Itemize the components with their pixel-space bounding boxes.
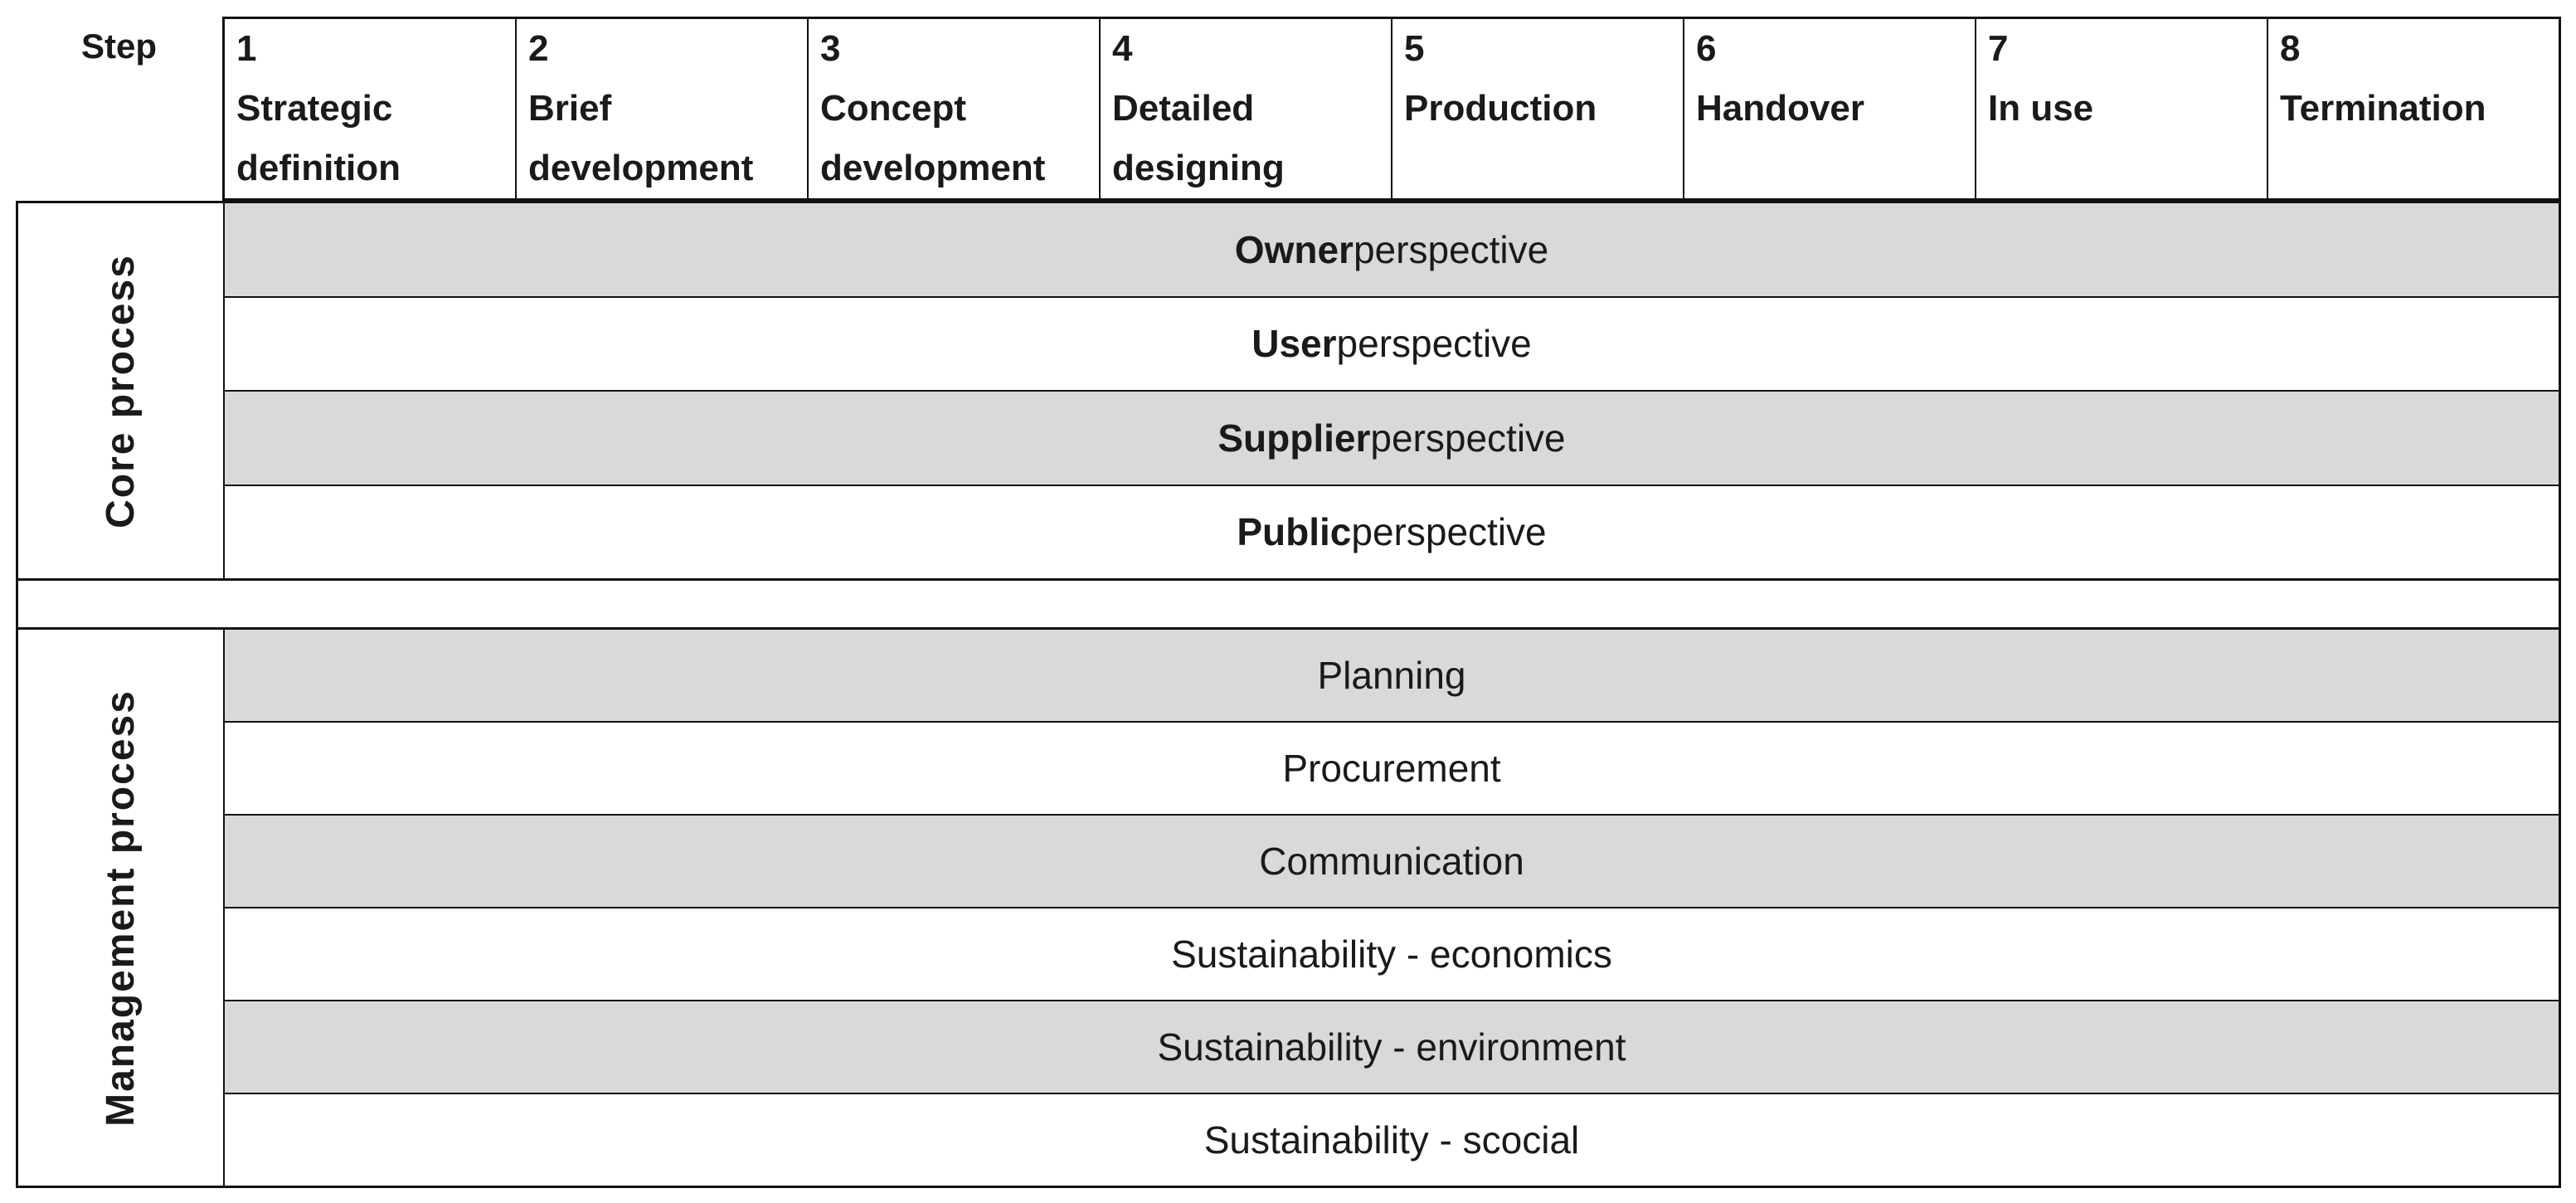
core-process-label: Core process xyxy=(99,253,143,528)
step-header-label: Step xyxy=(80,27,157,66)
row-keyword: Supplier xyxy=(1218,416,1371,460)
row-keyword: Owner xyxy=(1234,227,1354,271)
row-procurement: Procurement xyxy=(225,723,2559,816)
step-name: Termination xyxy=(2280,88,2486,129)
row-text: Planning xyxy=(1317,654,1466,697)
management-process-label: Management process xyxy=(99,689,143,1127)
row-owner-perspective: Owner perspective xyxy=(225,203,2559,298)
step-number: 3 xyxy=(820,28,841,69)
step-number: 6 xyxy=(1696,28,1717,69)
management-process-label-cell: Management process xyxy=(18,630,225,1186)
management-process-section: Management process Planning Procurement … xyxy=(16,627,2561,1188)
core-process-label-cell: Core process xyxy=(18,203,225,578)
step-number: 4 xyxy=(1112,28,1133,69)
step-name: In use xyxy=(1988,88,2094,129)
row-sustainability-environment: Sustainability - environment xyxy=(225,1001,2559,1094)
row-text: Procurement xyxy=(1282,747,1501,790)
row-keyword: Public xyxy=(1237,510,1352,554)
row-sustainability-economics: Sustainability - economics xyxy=(225,908,2559,1001)
step-column-8: 8 Termination xyxy=(2268,19,2559,198)
step-name: Strategic definition xyxy=(236,88,401,188)
step-number: 7 xyxy=(1988,28,2009,69)
row-sustainability-social: Sustainability - scocial xyxy=(225,1094,2559,1186)
step-number: 8 xyxy=(2280,28,2301,69)
row-supplier-perspective: Supplier perspective xyxy=(225,392,2559,486)
step-number: 1 xyxy=(236,28,257,69)
step-column-7: 7 In use xyxy=(1976,19,2268,198)
row-text: Sustainability - economics xyxy=(1171,933,1612,976)
row-public-perspective: Public perspective xyxy=(225,485,2559,578)
step-column-6: 6 Handover xyxy=(1684,19,1976,198)
row-text: perspective xyxy=(1336,322,1532,366)
step-column-5: 5 Production xyxy=(1392,19,1684,198)
row-text: perspective xyxy=(1351,510,1547,554)
step-name: Concept development xyxy=(820,88,1046,188)
row-text: Sustainability - environment xyxy=(1157,1025,1626,1069)
row-communication: Communication xyxy=(225,816,2559,908)
step-name: Production xyxy=(1404,88,1597,129)
step-number: 5 xyxy=(1404,28,1425,69)
step-column-4: 4 Detailed designing xyxy=(1101,19,1392,198)
row-text: perspective xyxy=(1370,416,1566,460)
core-process-section: Core process Owner perspective User pers… xyxy=(16,201,2561,581)
management-process-rows: Planning Procurement Communication Susta… xyxy=(225,630,2559,1186)
row-text: perspective xyxy=(1353,227,1549,271)
row-user-perspective: User perspective xyxy=(225,297,2559,392)
step-number: 2 xyxy=(528,28,549,69)
step-column-2: 2 Brief development xyxy=(517,19,809,198)
row-keyword: User xyxy=(1252,322,1337,366)
step-column-3: 3 Concept development xyxy=(809,19,1101,198)
step-name: Detailed designing xyxy=(1112,88,1285,188)
step-column-1: 1 Strategic definition xyxy=(225,19,517,198)
step-name: Brief development xyxy=(528,88,754,188)
section-separator-row xyxy=(16,581,2561,627)
row-planning: Planning xyxy=(225,630,2559,723)
step-name: Handover xyxy=(1696,88,1864,129)
core-process-rows: Owner perspective User perspective Suppl… xyxy=(225,203,2559,578)
row-text: Communication xyxy=(1259,840,1524,883)
step-header-row: 1 Strategic definition 2 Brief developme… xyxy=(222,17,2561,201)
row-text: Sustainability - scocial xyxy=(1203,1118,1580,1162)
